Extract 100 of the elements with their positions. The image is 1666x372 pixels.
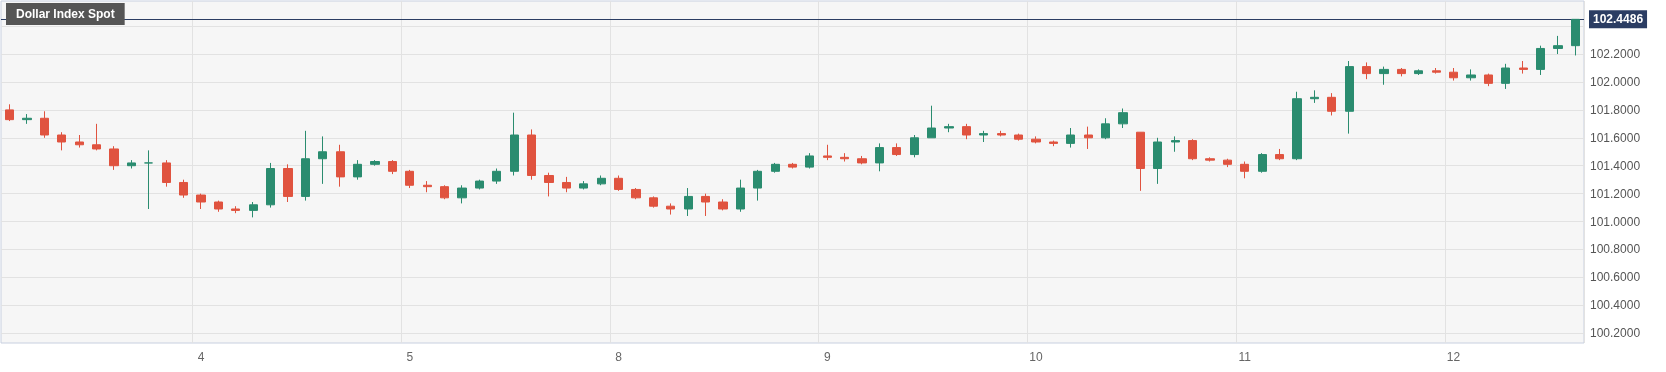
y-tick-label: 101.8000 [1590,102,1641,117]
candlestick [579,180,588,190]
candlestick [475,179,484,190]
candlestick [1258,152,1267,174]
candlestick [353,159,362,181]
x-tick-label: 12 [1446,350,1461,364]
candlestick [196,193,206,210]
candlestick [179,179,188,199]
candlestick [1553,35,1563,55]
candlestick [736,179,745,213]
y-tick-label: 101.4000 [1590,158,1641,173]
x-tick-label: 10 [1029,350,1044,364]
x-tick-label: 9 [823,350,831,364]
candlestick [1362,61,1371,80]
candlestick [631,187,641,200]
candlestick [40,110,49,139]
candlestick [875,142,884,172]
candlestick [718,198,728,211]
ref-line-label: 102.4486 [1593,12,1644,27]
text: Dollar Index Spot [16,7,115,21]
y-tick-label: 102.0000 [1590,74,1641,89]
candlestick [214,200,223,213]
y-tick-label: 101.0000 [1590,214,1641,229]
candlestick [997,130,1006,137]
candlestick [857,155,867,165]
candlestick [614,174,623,192]
candlestick [144,149,153,210]
candlestick [510,112,519,176]
candlestick [249,201,258,218]
candlestick [336,144,345,188]
candlestick [22,113,32,125]
candlestick [1205,156,1215,163]
candlestick [1292,91,1302,161]
candlestick [318,135,327,185]
candlestick [1501,63,1510,90]
candlestick [1153,137,1162,185]
candlestick [457,184,467,204]
candlestick [283,163,293,203]
y-tick-label: 101.2000 [1590,186,1641,201]
candlestick [927,105,936,139]
x-tick-label: 4 [197,350,205,364]
candlestick [1101,117,1110,140]
candlestick [1414,68,1423,76]
candlestick [301,130,310,202]
candlestick [1031,135,1041,144]
y-tick-label: 100.2000 [1590,326,1641,341]
x-tick-label: 5 [406,350,414,364]
candlestick [1327,92,1336,116]
y-tick-label: 102.2000 [1590,47,1641,62]
candlestick [370,159,380,167]
candlestick [388,159,397,175]
candlestick [771,162,780,174]
candlestick [788,162,797,170]
candlestick [666,202,675,216]
candlestick [840,152,849,163]
candlestick [979,130,988,143]
candlestick [492,168,501,185]
candlestick [1188,138,1197,161]
y-tick-label: 100.6000 [1590,270,1641,285]
candlestick [1484,73,1493,87]
candlestick [92,123,101,151]
candlestick [1240,161,1249,179]
candlestick [162,159,171,188]
y-tick-label: 101.6000 [1590,130,1641,145]
candlestick [1345,60,1354,135]
candlestick [597,174,606,186]
candlestick [57,131,66,151]
x-tick-label: 8 [615,350,623,364]
candlestick [1397,67,1406,77]
y-tick-label: 100.4000 [1590,298,1641,313]
candlestick [1536,45,1545,76]
candlestick [231,205,240,214]
candlestick [1136,131,1145,192]
candlestick [823,144,832,161]
candlestick [75,134,84,149]
candlestick [1519,60,1528,75]
candlestick [1066,127,1075,149]
candlestick [1449,67,1458,82]
candlestick [1171,135,1180,153]
candlestick [1223,158,1232,168]
candlestick [1466,68,1476,82]
candlestick [109,145,119,171]
candlestick [562,176,571,193]
candlestick [1118,107,1128,129]
candlestick [1014,133,1023,142]
candlestick [684,187,693,217]
candlestick [127,159,136,170]
candlestick [1310,89,1319,104]
candlestick [753,169,762,202]
candlestick [649,195,658,209]
candlestick [962,123,971,140]
candlestick [527,128,536,181]
candlestick [1084,126,1093,150]
candlestick [423,180,432,193]
x-tick-label: 11 [1238,350,1252,364]
y-tick-label: 100.8000 [1590,242,1641,257]
candlestick [544,172,554,197]
candlestick [805,152,814,170]
candlestick [910,134,919,158]
candlestick [1379,66,1389,86]
